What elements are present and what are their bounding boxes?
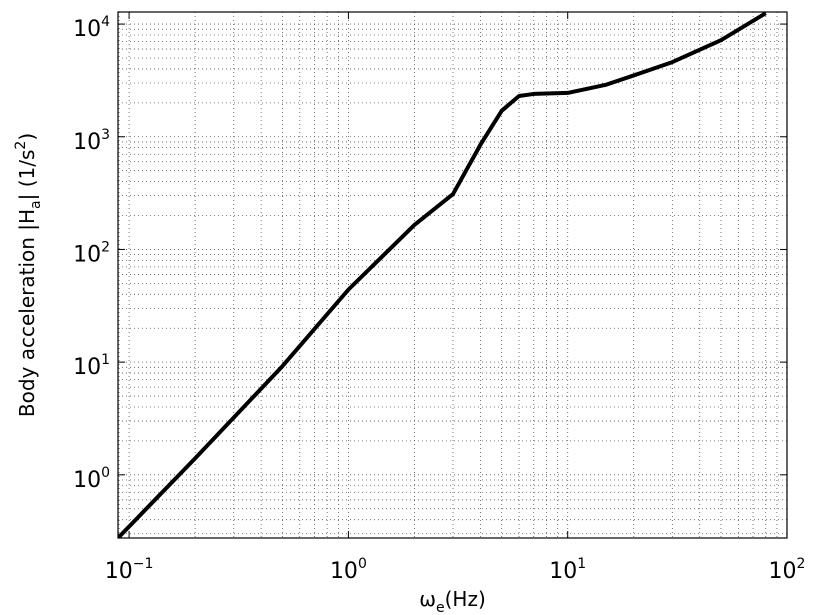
label-part: (Hz)	[445, 587, 486, 611]
label-part: e	[436, 600, 445, 615]
tick-exponent: 1	[101, 352, 110, 368]
tick-label: 102	[769, 556, 806, 584]
tick-label: 101	[549, 556, 586, 584]
tick-base: 10	[73, 242, 101, 267]
label-part: | (1/s	[15, 150, 39, 201]
tick-label: 100	[330, 556, 367, 584]
tick-exponent: 1	[577, 556, 586, 572]
tick-base: 10	[73, 130, 101, 155]
tick-base: 10	[769, 559, 797, 584]
tick-label: 102	[73, 239, 110, 267]
label-part: Body acceleration |H	[15, 209, 39, 417]
label-part: ω	[419, 587, 436, 611]
tick-base: 10	[73, 355, 101, 380]
xlabel-label: ωe(Hz)	[419, 587, 486, 615]
tick-label: 103	[73, 127, 110, 155]
label-part: )	[15, 133, 39, 141]
tick-exponent: 4	[101, 14, 110, 30]
tick-exponent: 3	[101, 127, 110, 143]
tick-label: 104	[73, 14, 110, 42]
tick-exponent: 2	[101, 239, 110, 255]
tick-base: 10	[73, 17, 101, 42]
label-part: 2	[13, 141, 29, 150]
plot-frame	[117, 11, 788, 539]
tick-label: 10−1	[105, 556, 154, 584]
tick-exponent: 0	[358, 556, 367, 572]
ylabel-label: Body acceleration |Ha| (1/s2)	[13, 133, 44, 417]
tick-base: 10	[73, 468, 101, 493]
tick-base: 10	[105, 559, 133, 584]
tick-base: 10	[330, 559, 358, 584]
tick-exponent: 0	[101, 465, 110, 481]
tick-label: 101	[73, 352, 110, 380]
tick-label: 100	[73, 465, 110, 493]
tick-exponent: −1	[133, 556, 154, 572]
tick-exponent: 2	[797, 556, 806, 572]
tick-base: 10	[549, 559, 577, 584]
label-part: a	[28, 200, 44, 209]
data-line	[118, 12, 767, 538]
